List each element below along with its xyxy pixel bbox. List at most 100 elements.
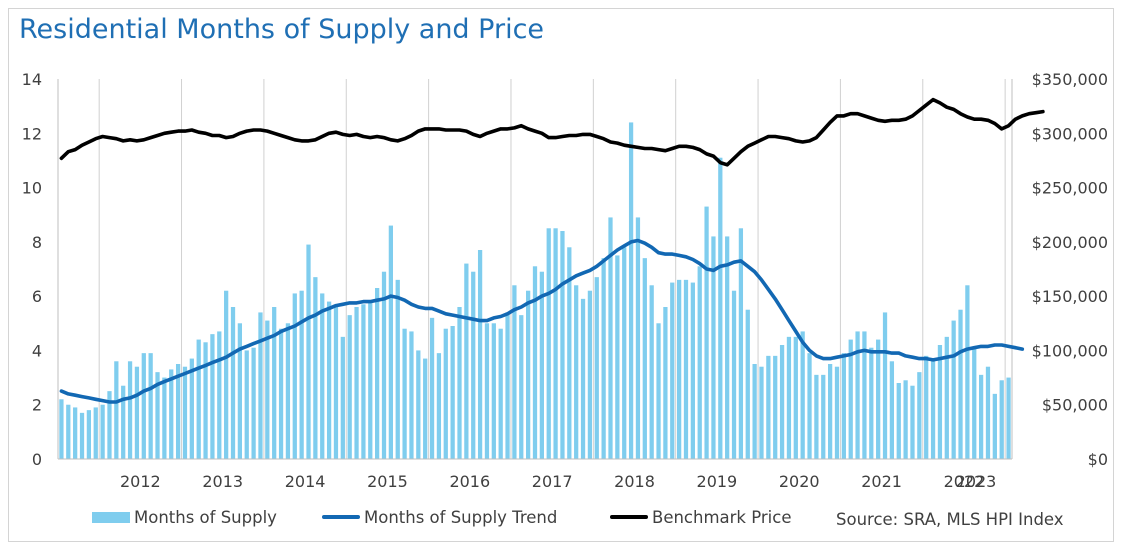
supply-bar bbox=[141, 353, 146, 459]
supply-bar bbox=[471, 271, 476, 459]
supply-bar bbox=[375, 288, 380, 459]
supply-bar bbox=[189, 358, 194, 459]
supply-bar bbox=[244, 350, 249, 459]
x-tick-label: 2021 bbox=[861, 472, 902, 491]
legend-item-benchmark-price: Benchmark Price bbox=[610, 506, 791, 528]
supply-bar bbox=[601, 258, 606, 459]
supply-bar bbox=[278, 328, 284, 459]
supply-bar bbox=[567, 247, 572, 459]
legend-swatch-price bbox=[610, 515, 648, 519]
legend-swatch-bar bbox=[92, 511, 130, 523]
supply-bar bbox=[800, 331, 805, 459]
supply-bar bbox=[773, 355, 778, 459]
supply-bar bbox=[532, 266, 538, 459]
supply-bar bbox=[258, 312, 263, 459]
supply-bar bbox=[903, 380, 908, 459]
supply-bar bbox=[882, 312, 888, 459]
supply-bar bbox=[464, 263, 469, 459]
months-of-supply-bars bbox=[59, 122, 1011, 459]
y-right-tick-label: $300,000 bbox=[1032, 124, 1108, 143]
supply-bar bbox=[162, 377, 167, 459]
legend-label-months-of-supply-trend: Months of Supply Trend bbox=[364, 507, 558, 527]
supply-bar bbox=[985, 366, 991, 459]
supply-bar bbox=[642, 258, 647, 459]
supply-bar bbox=[745, 309, 750, 459]
supply-bar bbox=[395, 279, 400, 459]
supply-bar bbox=[313, 277, 318, 459]
supply-bar bbox=[306, 244, 311, 459]
supply-bar bbox=[896, 383, 901, 459]
supply-bar bbox=[793, 336, 798, 459]
supply-bar bbox=[436, 353, 442, 459]
supply-bar bbox=[224, 290, 229, 459]
x-tick-label: 2017 bbox=[532, 472, 573, 491]
supply-bar bbox=[526, 290, 531, 459]
supply-bar bbox=[670, 282, 675, 459]
y-left-tick-label: 14 bbox=[22, 70, 42, 89]
supply-bar bbox=[697, 266, 702, 459]
supply-bar bbox=[326, 301, 332, 459]
supply-bar bbox=[958, 309, 963, 459]
supply-bar bbox=[251, 347, 256, 459]
series-lines bbox=[59, 97, 1045, 404]
supply-bar bbox=[766, 355, 771, 459]
supply-bar bbox=[848, 339, 853, 459]
supply-bar bbox=[114, 361, 119, 459]
supply-bar bbox=[999, 380, 1004, 459]
supply-bar bbox=[450, 326, 455, 459]
supply-bar bbox=[512, 285, 517, 459]
supply-bar bbox=[443, 328, 448, 459]
x-tick-label: 2014 bbox=[285, 472, 326, 491]
supply-bar bbox=[711, 236, 716, 459]
x-tick-label: 2022 bbox=[944, 472, 985, 491]
supply-bar bbox=[73, 407, 78, 459]
x-tick-label: 2019 bbox=[697, 472, 738, 491]
supply-bar bbox=[155, 372, 160, 459]
supply-bar bbox=[519, 315, 524, 459]
supply-bar bbox=[1006, 377, 1011, 459]
benchmark-price-line bbox=[59, 97, 1045, 167]
supply-bar bbox=[368, 301, 373, 459]
supply-bar bbox=[827, 364, 833, 459]
supply-bar bbox=[869, 347, 874, 459]
supply-bar bbox=[539, 271, 544, 459]
y-right-tick-label: $150,000 bbox=[1032, 287, 1108, 306]
y-left-tick-label: 4 bbox=[32, 341, 42, 360]
supply-bar bbox=[107, 391, 112, 459]
supply-bar bbox=[498, 328, 503, 459]
supply-bar bbox=[505, 312, 510, 459]
supply-bar bbox=[821, 374, 826, 459]
supply-bar bbox=[779, 345, 785, 459]
supply-bar bbox=[718, 157, 723, 459]
supply-bar bbox=[876, 339, 881, 459]
supply-bar bbox=[477, 250, 483, 459]
supply-bar bbox=[175, 364, 181, 459]
x-tick-label: 2012 bbox=[120, 472, 161, 491]
supply-bar bbox=[663, 307, 668, 459]
supply-bar bbox=[951, 320, 956, 459]
x-tick-label: 2016 bbox=[449, 472, 490, 491]
supply-bar bbox=[66, 404, 71, 459]
supply-bar bbox=[807, 353, 812, 459]
supply-bar bbox=[752, 364, 757, 459]
supply-bar bbox=[237, 323, 243, 459]
supply-bar bbox=[169, 369, 174, 459]
supply-bar bbox=[299, 290, 304, 459]
x-tick-label: 2013 bbox=[202, 472, 243, 491]
supply-bar bbox=[416, 350, 421, 459]
x-tick-label: 2018 bbox=[614, 472, 655, 491]
x-tick-label: 2023 bbox=[956, 472, 997, 491]
axes bbox=[57, 79, 1013, 460]
supply-bar bbox=[361, 304, 366, 459]
supply-bar bbox=[491, 323, 496, 459]
supply-bar bbox=[944, 336, 949, 459]
supply-bar bbox=[937, 345, 943, 459]
supply-bar bbox=[834, 366, 840, 459]
chart-title: Residential Months of Supply and Price bbox=[19, 14, 545, 45]
supply-bar bbox=[965, 285, 970, 459]
supply-bar bbox=[457, 307, 462, 459]
supply-bar bbox=[910, 385, 915, 459]
supply-bar bbox=[347, 315, 352, 459]
supply-bar bbox=[560, 231, 565, 459]
legend-swatch-trend bbox=[322, 515, 360, 519]
